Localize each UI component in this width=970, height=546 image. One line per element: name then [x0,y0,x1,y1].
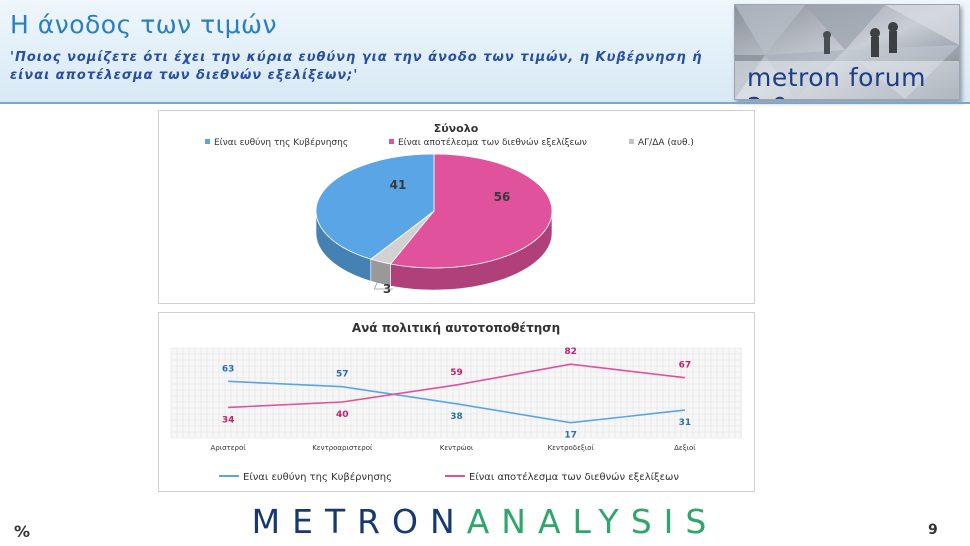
line-marks: 63 57 38 17 31 34 40 59 82 67 [222,347,691,441]
line-chart-panel: Ανά πολιτική αυτοτοποθέτηση 63 57 38 17 31 34… [158,312,755,492]
line-x-axis: Αριστεροί Κεντροαριστεροί Κεντρώοι Κεντροδε… [211,444,697,452]
pie-legend-swatch-1 [389,139,394,144]
line-chart-title: Ανά πολιτική αυτοτοποθέτηση [352,321,560,335]
pie-legend-label-1: Είναι αποτέλεσμα των διεθνών εξελίξεων [398,137,587,148]
line-x-tick-label-1: Κεντροαριστεροί [312,444,373,452]
brand-part2: ANALYSIS [466,502,719,541]
line-data-label-1-0: 34 [222,415,235,425]
pie-legend-label-0: Είναι ευθύνη της Κυβέρνησης [214,137,348,148]
line-grid [170,347,742,439]
line-series-0 [228,380,685,424]
line-data-label-1-1: 40 [336,410,349,420]
line-data-label-1-3: 82 [564,347,577,357]
pie-leader-line [373,274,394,290]
line-data-label-1-2: 59 [450,368,463,378]
pie-slice-0 [315,153,435,260]
line-chart: Ανά πολιτική αυτοτοποθέτηση 63 57 38 17 31 34… [170,321,742,483]
line-data-label-1-4: 67 [679,361,692,371]
header-banner: Η άνοδος των τιμών 'Ποιος νομίζετε ότι έ… [0,0,970,103]
forum-logo: metron forum 2.0 [734,4,960,100]
page-number: 9 [928,522,938,538]
brand-part1: METRON [251,502,467,541]
brand-logo: METRONANALYSIS [0,502,970,541]
pie-legend-swatch-0 [205,139,210,144]
pie-legend-label-2: ΑΓ/ΔΑ (αυθ.) [638,138,694,148]
line-data-label-0-4: 31 [679,418,692,428]
page-subtitle: 'Ποιος νομίζετε ότι έχει την κύρια ευθύν… [10,50,703,83]
line-legend-label-1: Είναι αποτέλεσμα των διεθνών εξελίξεων [469,471,679,483]
logo-background-image [735,5,959,99]
line-plot-area [171,348,742,438]
pie-data-label-0: 41 [390,178,407,192]
pie-data-label-1: 56 [494,190,511,204]
page-title: Η άνοδος των τιμών [10,10,277,39]
unit-label: % [14,522,31,541]
pie-slice-1 [389,153,553,269]
line-data-label-0-1: 57 [336,370,349,380]
pie-chart-panel: Σύνολο Είναι ευθύνη της Κυβέρνησης Είναι … [158,110,755,304]
line-x-tick-label-4: Δεξιοί [674,444,696,452]
line-x-tick-label-2: Κεντρώοι [440,444,474,452]
line-legend-label-0: Είναι ευθύνη της Κυβέρνησης [243,471,392,483]
line-x-tick-label-0: Αριστεροί [211,444,247,452]
line-data-label-0-3: 17 [564,431,577,441]
pie-legend: Είναι ευθύνη της Κυβέρνησης Είναι αποτέλε… [205,137,694,148]
line-series-1 [228,363,685,409]
line-data-label-0-0: 63 [222,364,235,374]
pie-chart-title: Σύνολο [434,122,479,135]
line-data-label-0-2: 38 [450,412,463,422]
line-x-tick-label-3: Κεντροδεξιοί [548,444,595,452]
pie-legend-swatch-2 [629,139,634,144]
header-divider [0,102,970,104]
line-legend: Είναι ευθύνη της Κυβέρνησης Είναι αποτέλε… [219,471,679,483]
pie-chart: Σύνολο Είναι ευθύνη της Κυβέρνησης Είναι … [205,122,694,296]
logo-text: metron forum 2.0 [747,63,926,99]
